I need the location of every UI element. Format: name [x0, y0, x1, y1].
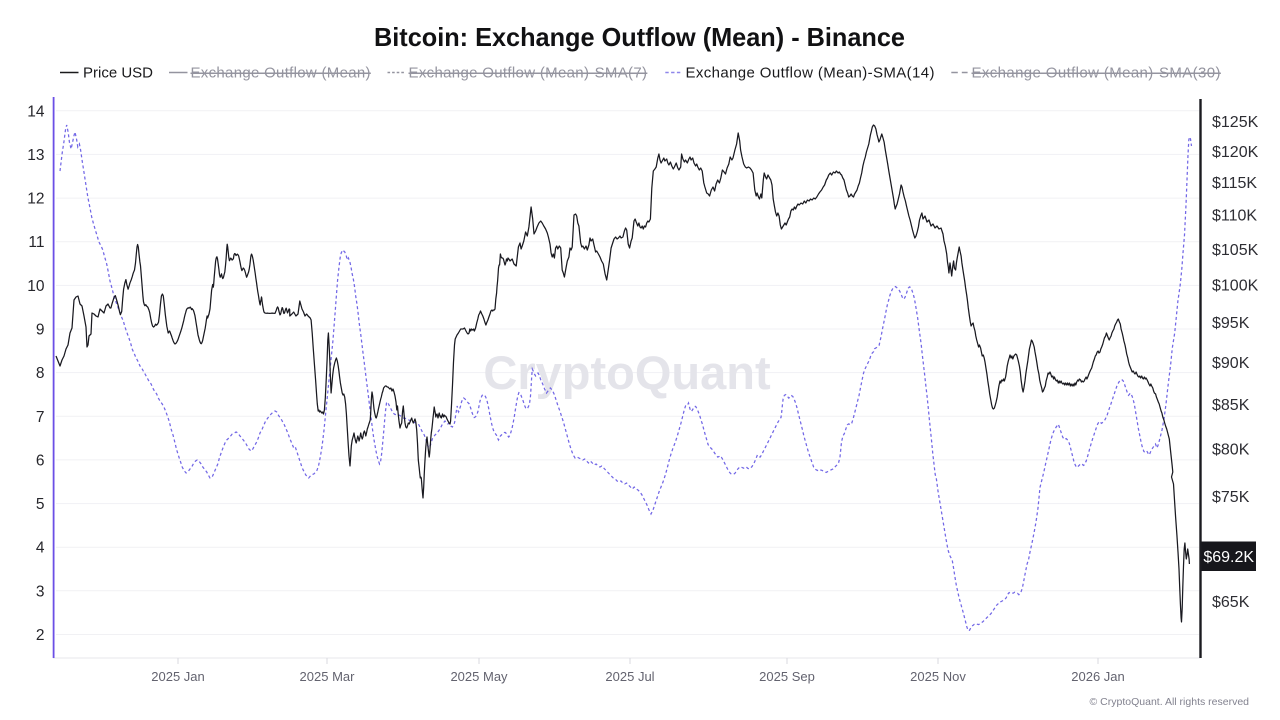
svg-text:2025 Sep: 2025 Sep — [759, 669, 815, 684]
svg-text:2025 Jul: 2025 Jul — [605, 669, 654, 684]
svg-text:2025 Jan: 2025 Jan — [151, 669, 205, 684]
svg-text:13: 13 — [27, 147, 44, 164]
svg-text:4: 4 — [36, 540, 45, 557]
svg-text:Bitcoin: Exchange Outflow (Mea: Bitcoin: Exchange Outflow (Mean) - Binan… — [374, 22, 905, 52]
svg-text:10: 10 — [27, 278, 45, 295]
svg-text:$95K: $95K — [1212, 315, 1250, 332]
svg-text:2: 2 — [36, 627, 45, 644]
svg-text:14: 14 — [27, 103, 45, 120]
svg-text:Exchange Outflow (Mean)-SMA(30: Exchange Outflow (Mean)-SMA(30) — [972, 65, 1221, 82]
svg-text:$90K: $90K — [1212, 355, 1250, 372]
svg-text:6: 6 — [36, 452, 45, 469]
svg-text:9: 9 — [36, 322, 45, 339]
svg-text:© CryptoQuant. All rights rese: © CryptoQuant. All rights reserved — [1090, 696, 1250, 708]
svg-text:$75K: $75K — [1212, 489, 1250, 506]
svg-text:7: 7 — [36, 409, 45, 426]
svg-text:$120K: $120K — [1212, 144, 1259, 161]
svg-text:CryptoQuant: CryptoQuant — [483, 346, 771, 399]
svg-text:Exchange Outflow (Mean)-SMA(14: Exchange Outflow (Mean)-SMA(14) — [686, 65, 935, 82]
svg-text:Exchange Outflow (Mean): Exchange Outflow (Mean) — [191, 65, 371, 82]
svg-text:$125K: $125K — [1212, 114, 1259, 131]
svg-text:Exchange Outflow (Mean)-SMA(7): Exchange Outflow (Mean)-SMA(7) — [409, 65, 648, 82]
svg-text:2025 Nov: 2025 Nov — [910, 669, 966, 684]
svg-text:8: 8 — [36, 365, 45, 382]
svg-text:$105K: $105K — [1212, 242, 1259, 259]
svg-text:2026 Jan: 2026 Jan — [1071, 669, 1125, 684]
svg-text:$110K: $110K — [1212, 208, 1257, 225]
svg-text:$100K: $100K — [1212, 278, 1259, 295]
svg-text:11: 11 — [28, 234, 44, 251]
svg-text:2025 Mar: 2025 Mar — [300, 669, 356, 684]
svg-text:Price USD: Price USD — [83, 65, 153, 82]
svg-text:$69.2K: $69.2K — [1203, 549, 1254, 566]
svg-text:$85K: $85K — [1212, 397, 1250, 414]
svg-text:$80K: $80K — [1212, 441, 1250, 458]
svg-text:3: 3 — [36, 583, 45, 600]
svg-text:5: 5 — [36, 496, 45, 513]
svg-text:$115K: $115K — [1212, 175, 1257, 192]
svg-text:2025 May: 2025 May — [450, 669, 508, 684]
svg-text:12: 12 — [27, 191, 44, 208]
svg-text:$65K: $65K — [1212, 594, 1250, 611]
